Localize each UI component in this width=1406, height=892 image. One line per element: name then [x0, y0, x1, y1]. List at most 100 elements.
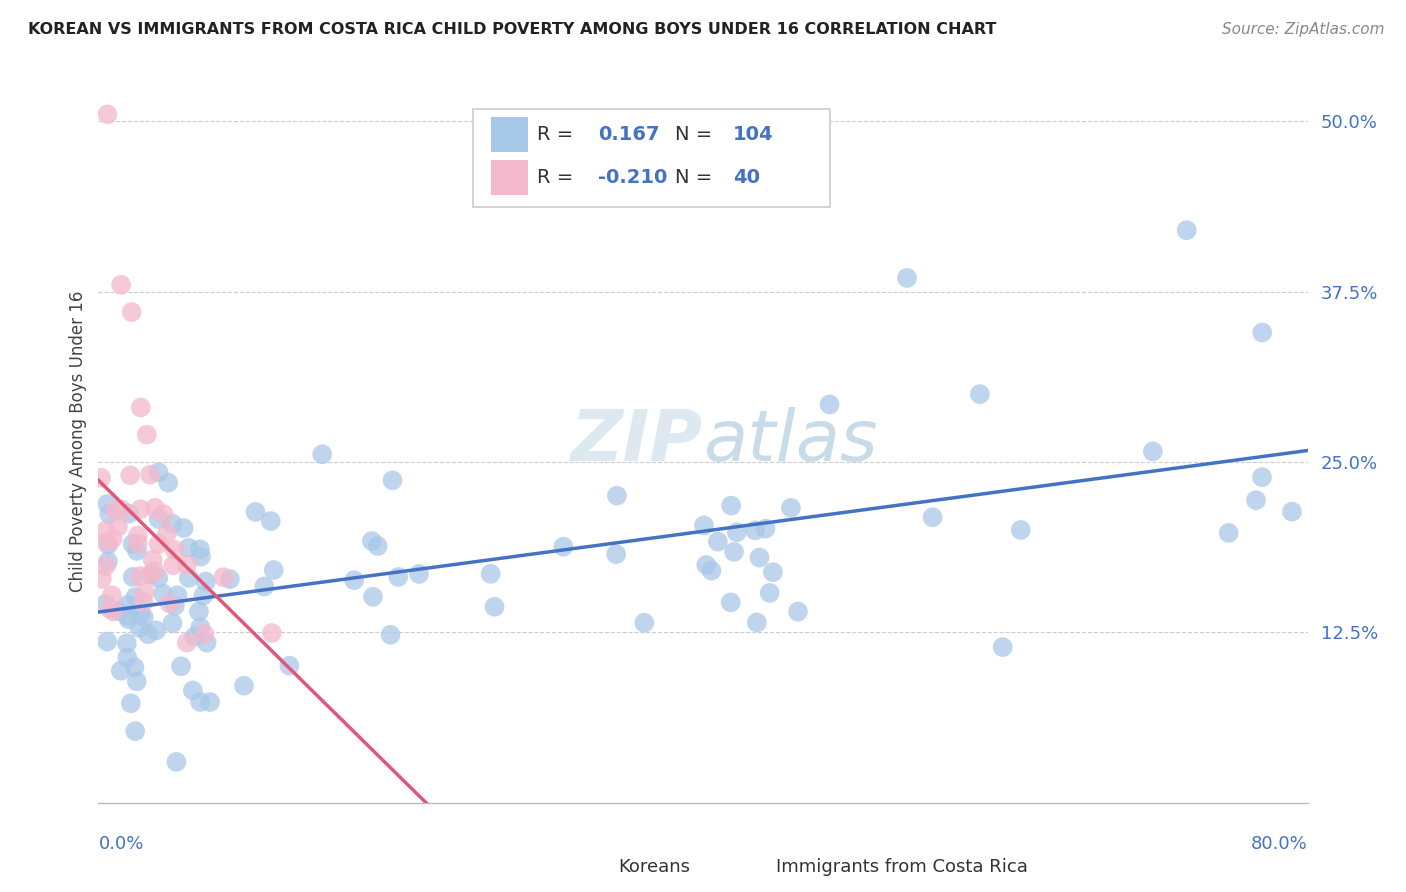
Point	[1175, 223, 1198, 237]
Point	[360, 534, 382, 549]
Point	[479, 566, 502, 581]
Point	[381, 474, 404, 488]
Text: 80.0%: 80.0%	[1251, 835, 1308, 854]
Point	[121, 570, 143, 584]
Point	[127, 528, 149, 542]
Point	[311, 447, 333, 461]
Point	[118, 507, 141, 521]
Point	[219, 572, 242, 586]
Point	[484, 599, 506, 614]
Point	[120, 468, 142, 483]
Text: -0.210: -0.210	[598, 169, 668, 187]
Text: atlas: atlas	[703, 407, 877, 476]
Point	[98, 601, 121, 615]
Point	[780, 500, 803, 515]
Point	[156, 526, 179, 541]
Point	[1281, 505, 1303, 519]
Point	[94, 524, 117, 538]
Point	[195, 635, 218, 649]
Point	[260, 514, 283, 528]
Point	[152, 507, 174, 521]
Point	[107, 604, 129, 618]
Point	[165, 755, 187, 769]
Point	[111, 502, 134, 516]
Text: Source: ZipAtlas.com: Source: ZipAtlas.com	[1222, 22, 1385, 37]
Point	[553, 540, 575, 554]
Point	[176, 558, 198, 572]
Point	[1010, 523, 1032, 537]
Text: 40: 40	[734, 169, 761, 187]
Point	[117, 650, 139, 665]
Point	[90, 572, 112, 586]
Point	[145, 624, 167, 638]
FancyBboxPatch shape	[576, 857, 610, 877]
Point	[177, 571, 200, 585]
Point	[96, 497, 118, 511]
Point	[380, 628, 402, 642]
Point	[117, 598, 139, 612]
Point	[97, 538, 120, 552]
Point	[129, 502, 152, 516]
Point	[787, 605, 810, 619]
Point	[748, 550, 770, 565]
Point	[98, 507, 121, 521]
Point	[278, 658, 301, 673]
Point	[134, 585, 156, 599]
Point	[212, 570, 235, 584]
Point	[361, 590, 384, 604]
Point	[253, 579, 276, 593]
Point	[125, 674, 148, 689]
Point	[188, 620, 211, 634]
Point	[129, 607, 152, 621]
Point	[193, 589, 215, 603]
Point	[159, 597, 181, 611]
Point	[162, 558, 184, 573]
Point	[693, 518, 716, 533]
Point	[991, 640, 1014, 654]
Point	[263, 563, 285, 577]
Point	[177, 541, 200, 555]
Point	[605, 547, 627, 561]
Point	[166, 588, 188, 602]
Point	[124, 724, 146, 739]
Point	[744, 524, 766, 538]
Point	[193, 627, 215, 641]
Point	[198, 695, 221, 709]
Point	[707, 534, 730, 549]
Point	[115, 636, 138, 650]
Point	[343, 573, 366, 587]
Text: Koreans: Koreans	[619, 858, 690, 876]
Text: 104: 104	[734, 125, 773, 144]
Point	[157, 475, 180, 490]
Point	[101, 588, 124, 602]
Point	[700, 564, 723, 578]
Point	[1142, 444, 1164, 458]
Point	[188, 542, 211, 557]
Point	[110, 664, 132, 678]
Point	[606, 489, 628, 503]
Point	[120, 696, 142, 710]
Point	[124, 660, 146, 674]
Point	[132, 595, 155, 609]
Point	[132, 610, 155, 624]
Point	[121, 537, 143, 551]
Point	[103, 605, 125, 619]
Point	[110, 277, 132, 292]
Point	[745, 615, 768, 630]
Text: Immigrants from Costa Rica: Immigrants from Costa Rica	[776, 858, 1028, 876]
Point	[117, 612, 139, 626]
Text: R =: R =	[537, 125, 579, 144]
FancyBboxPatch shape	[734, 857, 768, 877]
Point	[136, 627, 159, 641]
Point	[128, 621, 150, 635]
Text: R =: R =	[537, 169, 579, 187]
Point	[143, 564, 166, 578]
Point	[128, 569, 150, 583]
Point	[142, 553, 165, 567]
Point	[135, 427, 157, 442]
Point	[162, 616, 184, 631]
Point	[921, 510, 943, 524]
Point	[754, 522, 776, 536]
Point	[90, 471, 112, 485]
Point	[695, 558, 717, 572]
